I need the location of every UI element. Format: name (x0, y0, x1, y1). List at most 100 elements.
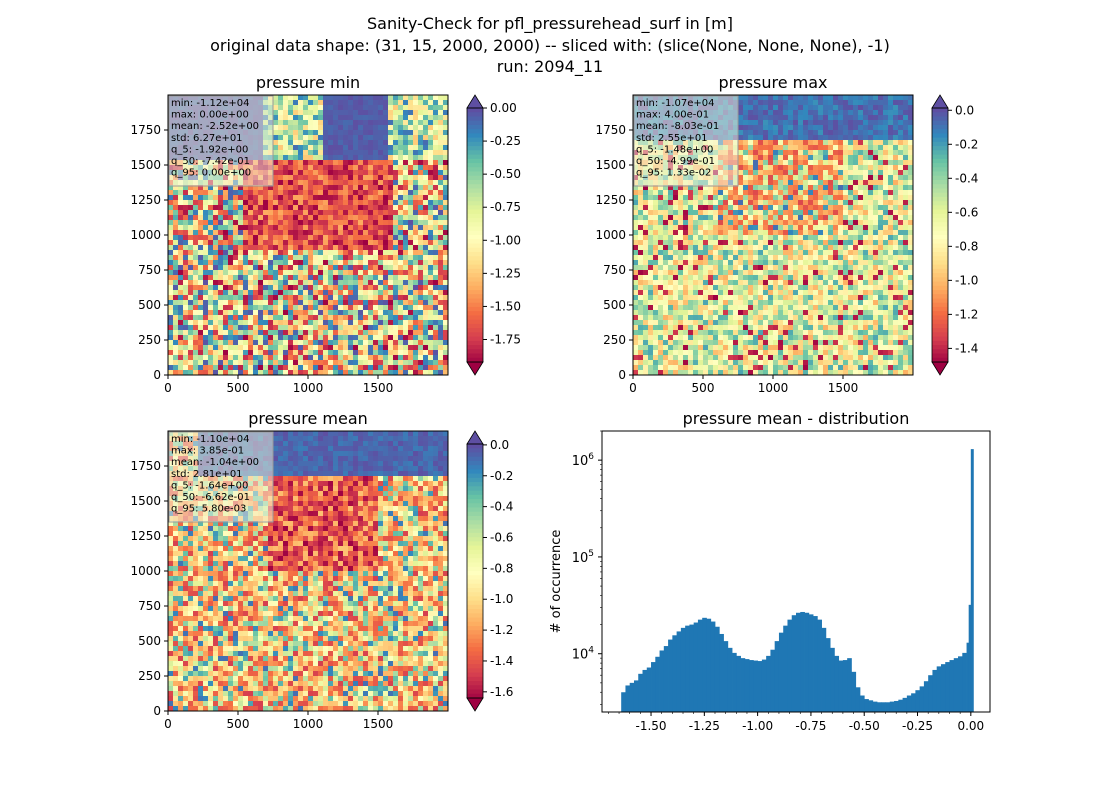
heatmap-cell (348, 105, 354, 111)
heatmap-cell (358, 210, 364, 216)
heatmap-cell (413, 285, 419, 291)
heatmap-cell (308, 135, 314, 141)
heatmap-cell (358, 365, 364, 371)
heatmap-cell (403, 350, 409, 356)
heatmap-cell (438, 365, 444, 371)
heatmap-cell (813, 190, 819, 196)
heatmap-cell (283, 205, 289, 211)
heatmap-cell (263, 255, 269, 261)
heatmap-cell (418, 145, 424, 151)
heatmap-cell (353, 245, 359, 251)
heatmap-cell (223, 225, 229, 231)
heatmap-cell (708, 185, 714, 191)
heatmap-cell (208, 235, 214, 241)
heatmap-cell (698, 200, 704, 206)
heatmap-cell (348, 285, 354, 291)
heatmap-cell (648, 195, 654, 201)
heatmap-cell (328, 240, 334, 246)
heatmap-cell (373, 185, 379, 191)
heatmap-cell (788, 220, 794, 226)
heatmap-cell (183, 355, 189, 361)
heatmap-cell (898, 185, 904, 191)
heatmap-cell (908, 245, 914, 251)
heatmap-cell (843, 245, 849, 251)
heatmap-cell (863, 190, 869, 196)
heatmap-cell (203, 265, 209, 271)
heatmap-cell (438, 280, 444, 286)
heatmap-cell (898, 115, 904, 121)
heatmap-cell (358, 120, 364, 126)
heatmap-cell (818, 200, 824, 206)
heatmap-cell (348, 150, 354, 156)
heatmap-cell (788, 140, 794, 146)
heatmap-cell (753, 190, 759, 196)
heatmap-cell (428, 215, 434, 221)
heatmap-cell (718, 215, 724, 221)
heatmap-cell (408, 250, 414, 256)
heatmap-cell (313, 245, 319, 251)
heatmap-cell (238, 270, 244, 276)
heatmap-cell (363, 110, 369, 116)
heatmap-cell (228, 310, 234, 316)
heatmap-cell (443, 345, 449, 351)
heatmap-cell (263, 240, 269, 246)
heatmap-cell (173, 335, 179, 341)
heatmap-cell (368, 290, 374, 296)
stats-line: std: 6.27e+01 (171, 133, 243, 144)
heatmap-cell (858, 160, 864, 166)
heatmap-cell (293, 235, 299, 241)
heatmap-cell (863, 120, 869, 126)
heatmap-cell (758, 215, 764, 221)
heatmap-cell (408, 240, 414, 246)
heatmap-cell (268, 340, 274, 346)
heatmap-cell (903, 160, 909, 166)
heatmap-cell (898, 140, 904, 146)
heatmap-cell (418, 205, 424, 211)
heatmap-cell (223, 235, 229, 241)
heatmap-cell (258, 225, 264, 231)
heatmap-cell (278, 180, 284, 186)
heatmap-cell (388, 370, 394, 376)
heatmap-cell (853, 230, 859, 236)
heatmap-cell (328, 290, 334, 296)
heatmap-cell (268, 240, 274, 246)
heatmap-cell (883, 130, 889, 136)
heatmap-cell (868, 195, 874, 201)
heatmap-cell (363, 260, 369, 266)
heatmap-cell (843, 195, 849, 201)
heatmap-cell (743, 240, 749, 246)
heatmap-cell (858, 200, 864, 206)
heatmap-cell (683, 210, 689, 216)
heatmap-cell (353, 205, 359, 211)
heatmap-cell (288, 325, 294, 331)
heatmap-cell (243, 365, 249, 371)
heatmap-cell (393, 285, 399, 291)
heatmap-cell (283, 105, 289, 111)
heatmap-cell (818, 100, 824, 106)
heatmap-cell (808, 160, 814, 166)
heatmap-cell (278, 230, 284, 236)
heatmap-cell (748, 205, 754, 211)
heatmap-cell (773, 170, 779, 176)
heatmap-cell (398, 360, 404, 366)
heatmap-cell (828, 135, 834, 141)
heatmap-cell (228, 250, 234, 256)
heatmap-cell (748, 220, 754, 226)
heatmap-cell (353, 340, 359, 346)
heatmap-cell (358, 150, 364, 156)
heatmap-cell (198, 320, 204, 326)
heatmap-cell (743, 105, 749, 111)
heatmap-cell (288, 240, 294, 246)
heatmap-cell (258, 275, 264, 281)
heatmap-cell (428, 230, 434, 236)
heatmap-cell (333, 260, 339, 266)
heatmap-cell (418, 330, 424, 336)
heatmap-cell (678, 220, 684, 226)
heatmap-cell (338, 150, 344, 156)
heatmap-cell (368, 225, 374, 231)
colorbar-segment (467, 184, 483, 189)
heatmap-cell (338, 115, 344, 121)
heatmap-cell (178, 205, 184, 211)
heatmap-cell (308, 355, 314, 361)
heatmap-cell (748, 200, 754, 206)
